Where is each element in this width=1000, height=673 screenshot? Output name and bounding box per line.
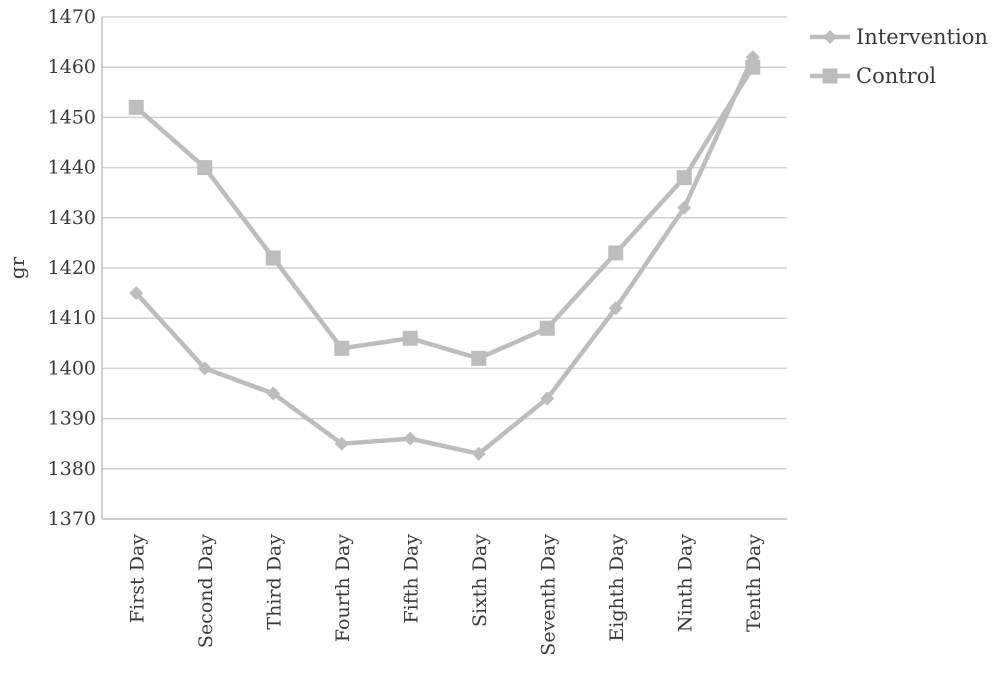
x-tick-label: Tenth Day — [743, 534, 765, 632]
square-marker — [539, 320, 555, 336]
square-marker — [745, 59, 761, 75]
diamond-marker — [129, 286, 144, 301]
y-tick-label: 1420 — [48, 257, 96, 279]
diamond-marker — [334, 436, 349, 451]
diamond-marker — [403, 431, 418, 446]
series-control — [128, 59, 761, 366]
diamond-marker — [471, 446, 486, 461]
square-marker — [197, 160, 213, 176]
square-marker — [608, 245, 624, 261]
x-tick-label: Third Day — [263, 534, 285, 630]
square-marker — [334, 340, 350, 356]
square-marker — [128, 99, 144, 115]
legend-label: Control — [856, 64, 936, 88]
x-tick-label: Ninth Day — [674, 534, 696, 632]
series-intervention — [129, 50, 760, 461]
diamond-marker — [266, 386, 281, 401]
x-tick-label: Fourth Day — [332, 534, 354, 642]
y-tick-label: 1380 — [48, 458, 96, 480]
legend-marker — [823, 30, 837, 44]
diamond-marker — [540, 391, 555, 406]
legend: Intervention Control — [810, 25, 988, 88]
square-marker — [265, 250, 281, 266]
x-tick-label: Sixth Day — [469, 534, 491, 627]
y-tick-label: 1430 — [48, 207, 96, 229]
y-tick-label: 1470 — [48, 6, 96, 28]
legend-item: Intervention — [810, 25, 988, 49]
legend-label: Intervention — [856, 25, 988, 49]
y-tick-label: 1460 — [48, 56, 96, 78]
y-tick-labels: 1370 1380 1390 1400 1410 1420 1430 1440 1450 1460… — [48, 6, 96, 530]
x-tick-label: Fifth Day — [400, 534, 422, 624]
diamond-marker — [677, 200, 692, 215]
y-tick-label: 1400 — [48, 357, 96, 379]
y-tick-label: 1410 — [48, 307, 96, 329]
square-marker — [676, 170, 692, 186]
x-tick-labels: First Day Second Day Third Day Fourth Day Fi… — [126, 534, 765, 656]
square-marker — [471, 350, 487, 366]
y-tick-label: 1390 — [48, 408, 96, 430]
square-marker — [402, 330, 418, 346]
diamond-marker — [608, 301, 623, 316]
x-tick-label: Second Day — [195, 534, 217, 648]
axes — [101, 17, 787, 520]
y-tick-label: 1440 — [48, 157, 96, 179]
series-group — [128, 50, 761, 461]
legend-item: Control — [810, 64, 936, 88]
legend-marker — [822, 68, 838, 84]
diamond-marker — [197, 361, 212, 376]
x-tick-label: Eighth Day — [606, 534, 628, 642]
diamond-marker — [745, 50, 760, 65]
series-line — [134, 56, 755, 456]
y-tick-label: 1450 — [48, 106, 96, 128]
x-tick-label: First Day — [126, 534, 148, 623]
y-tick-label: 1370 — [48, 508, 96, 530]
gridlines — [102, 16, 787, 470]
series-line — [134, 66, 755, 361]
x-tick-label: Seventh Day — [537, 534, 559, 656]
y-axis-label: gr — [5, 256, 29, 279]
